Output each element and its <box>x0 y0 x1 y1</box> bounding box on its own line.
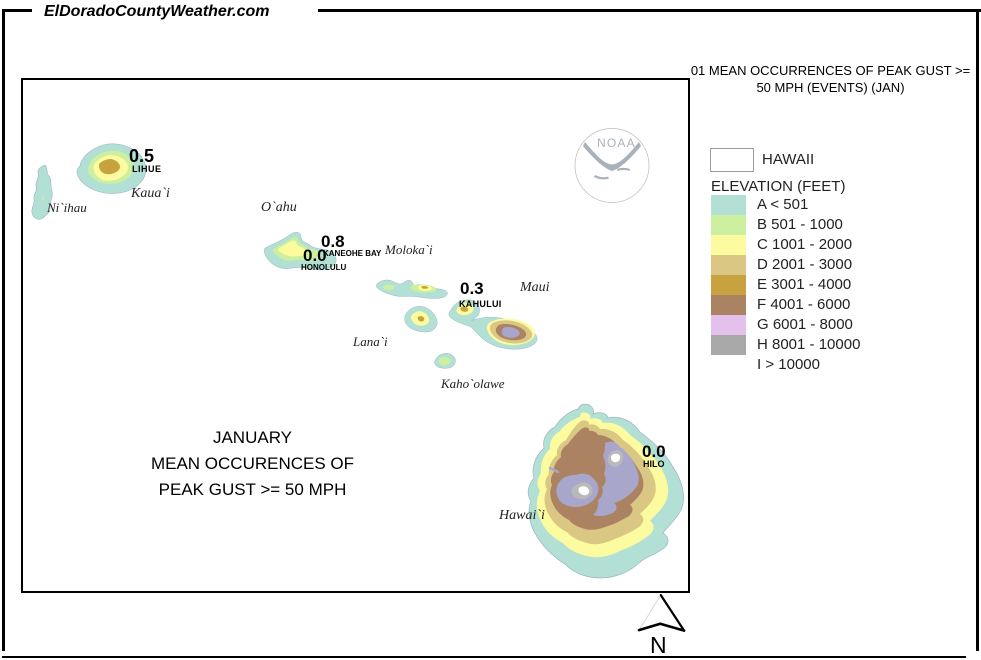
svg-text:NOAA: NOAA <box>597 136 636 150</box>
svg-text:N: N <box>650 632 667 655</box>
